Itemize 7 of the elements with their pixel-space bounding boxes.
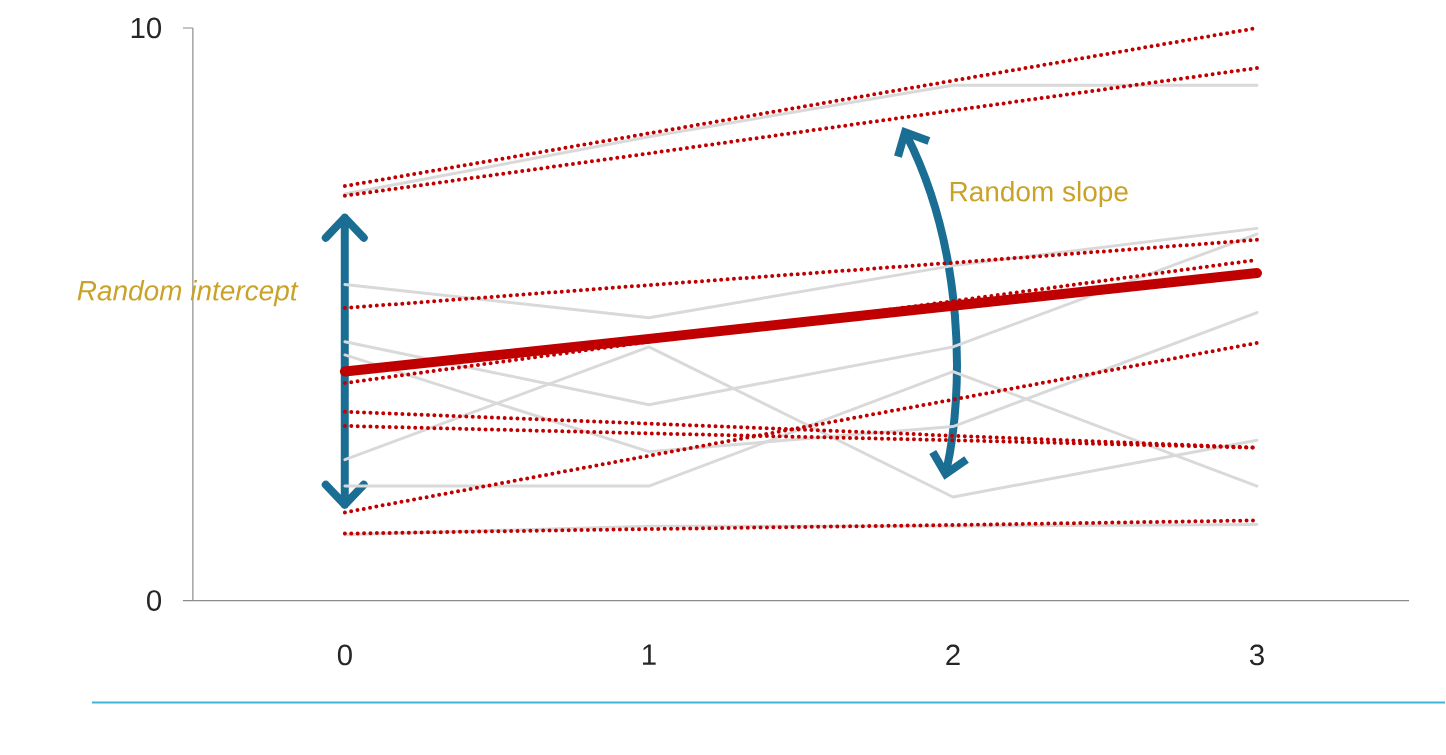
x-tick-label: 1 — [643, 644, 656, 665]
y-tick-label: 10 — [131, 17, 162, 39]
x-tick-label: 2 — [946, 644, 960, 665]
annotation: Random intercept — [77, 279, 299, 306]
x-tick-label: 3 — [1249, 644, 1264, 666]
x-tick-label: 0 — [337, 644, 352, 666]
annotation: Random slope — [950, 180, 1128, 207]
